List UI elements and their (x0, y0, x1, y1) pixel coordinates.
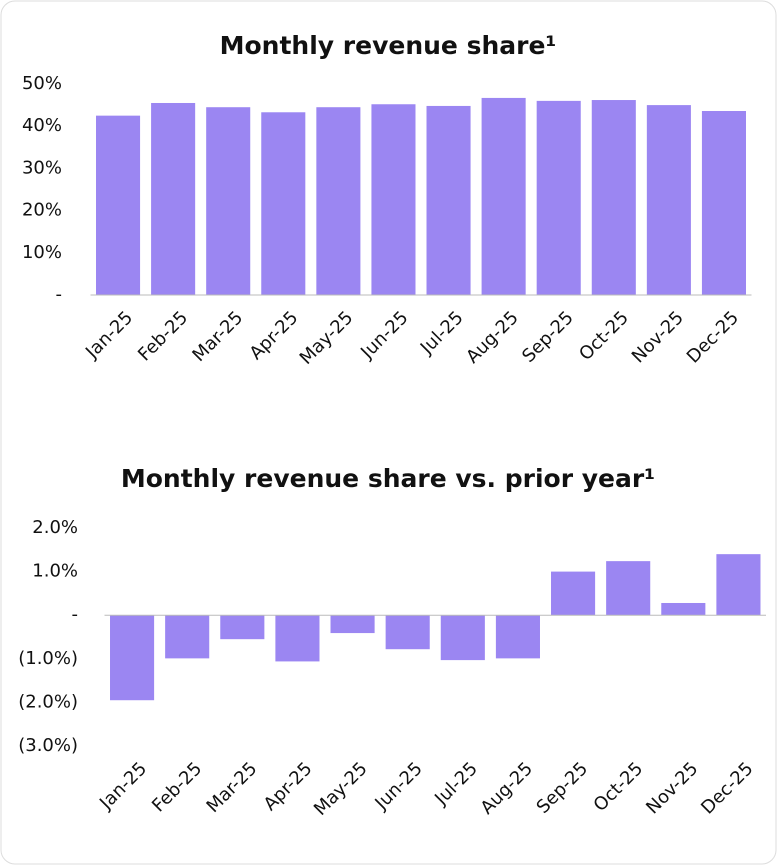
y-tick-label: 50% (22, 73, 62, 94)
bar (495, 615, 540, 659)
bar (220, 615, 265, 640)
y-tick-label: 20% (22, 200, 62, 221)
y-tick-label: 10% (22, 242, 62, 263)
chart-title: Monthly revenue share¹ (220, 31, 557, 60)
bar (165, 615, 210, 659)
y-tick-label: 1.0% (32, 561, 78, 582)
bar (206, 107, 251, 296)
bar (701, 111, 746, 296)
chart-title: Monthly revenue share vs. prior year¹ (121, 464, 655, 493)
bar (440, 615, 485, 661)
y-tick-label: 40% (22, 115, 62, 136)
bar (330, 615, 375, 634)
bar (716, 554, 761, 616)
bar (426, 105, 471, 295)
bar (606, 561, 651, 616)
y-tick-label: - (72, 604, 79, 625)
bar (151, 102, 196, 296)
bar (110, 615, 155, 701)
bar (536, 100, 581, 295)
y-tick-label: (1.0%) (18, 648, 78, 669)
bar (661, 602, 706, 616)
y-tick-label: 30% (22, 157, 62, 178)
bar (551, 571, 596, 616)
y-tick-label: (3.0%) (18, 735, 78, 756)
y-tick-label: 2.0% (32, 517, 78, 538)
bar (481, 97, 526, 296)
bar (646, 105, 691, 295)
y-tick-label: (2.0%) (18, 691, 78, 712)
y-tick-label: - (56, 284, 63, 305)
bar (96, 115, 141, 296)
bar (275, 615, 320, 662)
bar (591, 100, 636, 295)
bar (371, 104, 416, 295)
bar (261, 112, 306, 295)
bar (316, 107, 361, 296)
bar (385, 615, 430, 650)
